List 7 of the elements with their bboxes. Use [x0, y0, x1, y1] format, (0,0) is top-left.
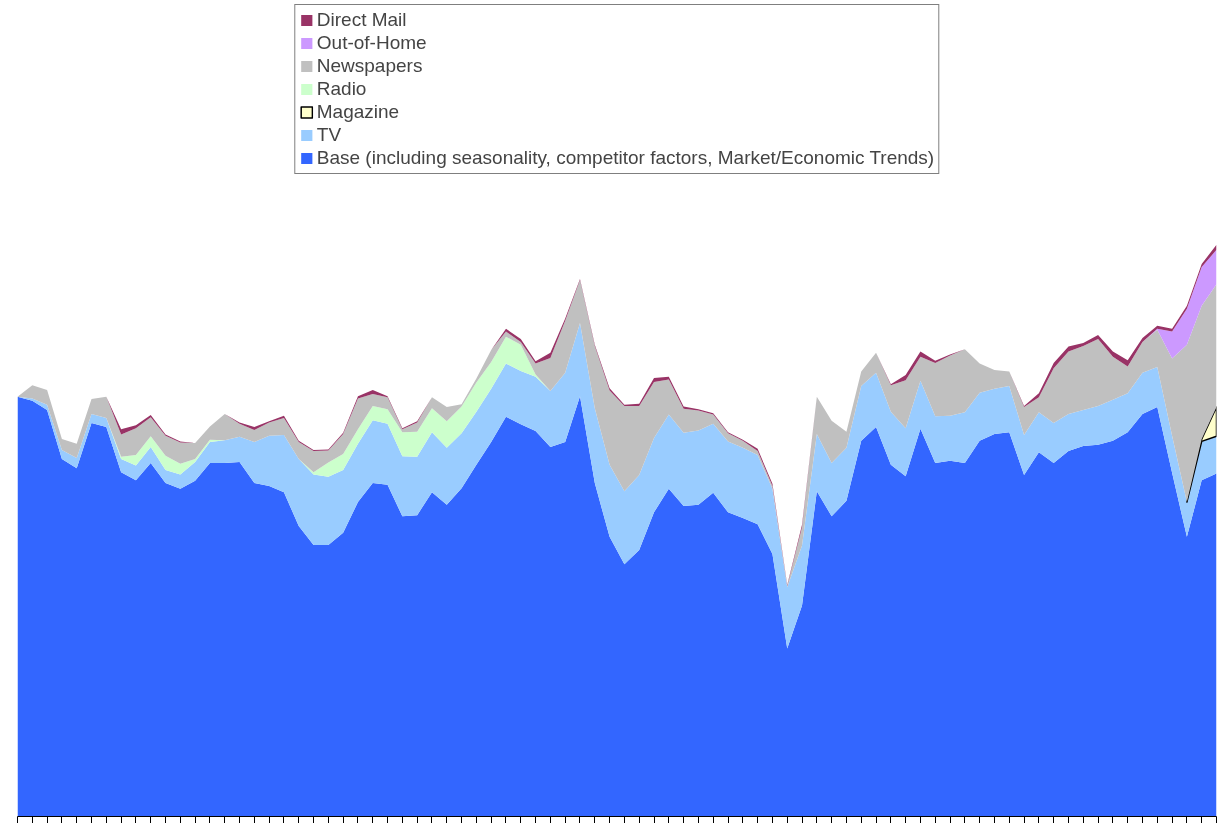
legend-label: Direct Mail: [316, 9, 407, 31]
legend-label: Magazine: [316, 101, 400, 123]
legend-label: Radio: [316, 78, 367, 100]
legend-label: Base (including seasonality, competitor factors, Market/Economic Trends): [316, 147, 935, 169]
legend-label: Newspapers: [316, 55, 423, 77]
legend-label: Out-of-Home: [316, 32, 427, 54]
legend-label: TV: [316, 124, 342, 146]
